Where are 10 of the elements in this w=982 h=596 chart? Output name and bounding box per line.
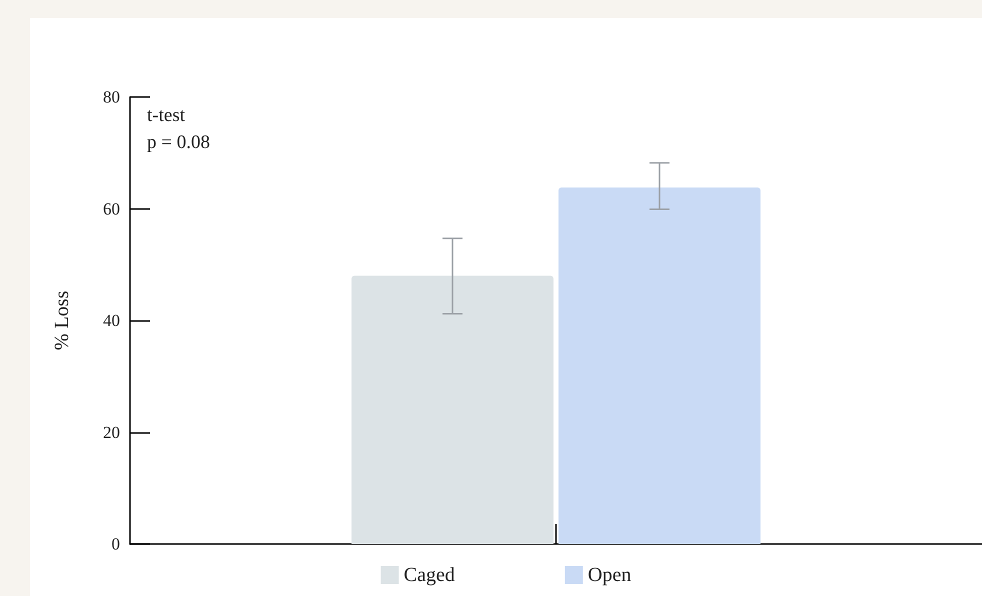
annotation: t-test bbox=[147, 105, 186, 126]
legend-label: Caged bbox=[404, 564, 455, 586]
y-tick-label: 0 bbox=[112, 534, 120, 554]
legend-label: Open bbox=[588, 564, 632, 586]
y-tick-label: 20 bbox=[103, 422, 120, 442]
y-tick-label: 80 bbox=[103, 88, 120, 106]
annotation: p = 0.08 bbox=[147, 132, 210, 153]
y-tick-label: 60 bbox=[103, 199, 120, 218]
y-tick-label: 40 bbox=[103, 311, 120, 330]
y-axis-title: % Loss bbox=[51, 290, 73, 350]
